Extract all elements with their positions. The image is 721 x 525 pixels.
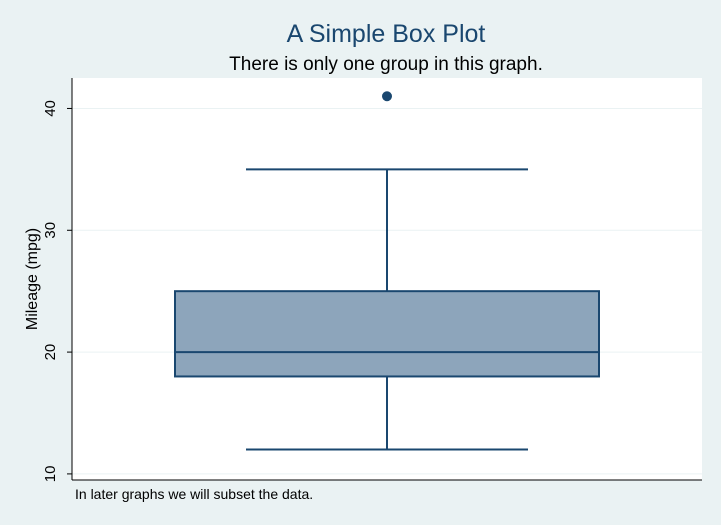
box-plot-group [174, 91, 600, 451]
interquartile-box [174, 290, 600, 378]
y-tick-label-20: 20 [42, 344, 59, 361]
y-axis: 10 20 30 40 [42, 78, 73, 483]
y-tick-label-10: 10 [42, 466, 59, 483]
y-tick-label-30: 30 [42, 222, 59, 239]
y-tick-label-40: 40 [42, 100, 59, 117]
outlier-point-0 [382, 91, 392, 102]
figure-note: In later graphs we will subset the data. [75, 486, 313, 502]
chart-title: A Simple Box Plot [287, 20, 486, 48]
chart-subtitle: There is only one group in this graph. [229, 54, 543, 75]
y-axis-label: Mileage (mpg) [24, 228, 41, 330]
